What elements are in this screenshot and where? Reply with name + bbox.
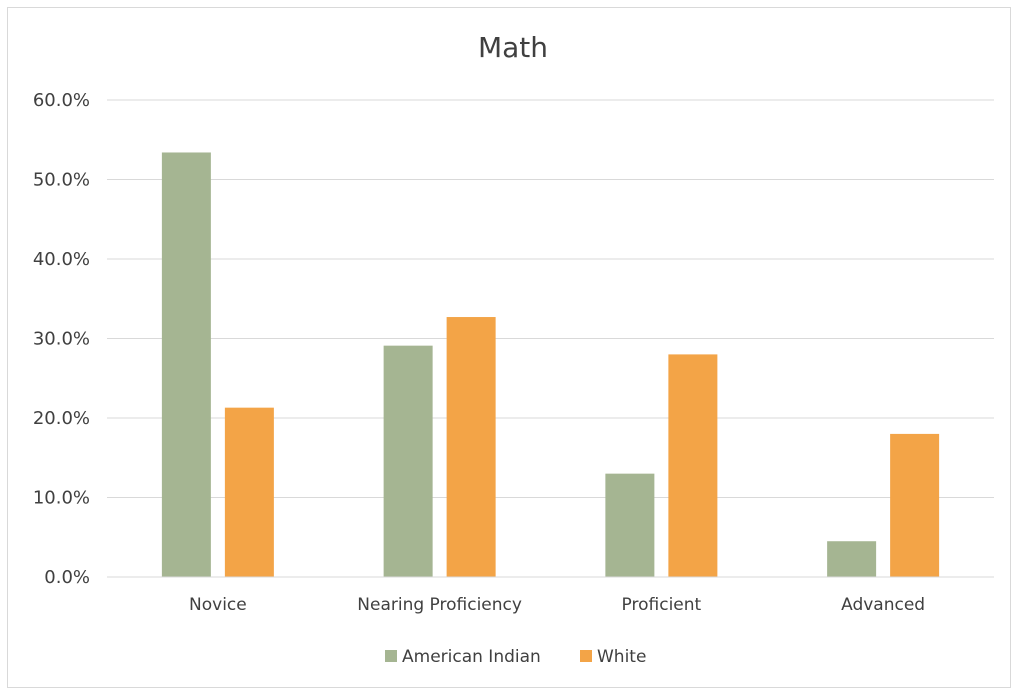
y-tick-label: 10.0% (33, 488, 90, 509)
y-tick-label: 30.0% (33, 329, 90, 350)
bars (161, 152, 940, 577)
y-tick-label: 60.0% (33, 90, 90, 111)
y-tick-label: 0.0% (44, 567, 90, 588)
bar-white-novice (224, 407, 274, 577)
x-axis-category-labels: Novice Nearing Proficiency Proficient Advan… (189, 595, 925, 615)
legend: American Indian White (385, 647, 646, 667)
bar-white-nearing-proficiency (446, 317, 496, 577)
x-category-label: Nearing Proficiency (357, 595, 522, 615)
y-tick-label: 50.0% (33, 170, 90, 191)
bar-american-indian-advanced (827, 541, 877, 577)
bar-american-indian-nearing-proficiency (383, 345, 433, 577)
legend-label: White (597, 647, 646, 667)
legend-swatch (385, 650, 397, 662)
legend-label: American Indian (402, 647, 541, 667)
y-tick-label: 40.0% (33, 249, 90, 270)
y-axis-tick-labels: 0.0% 10.0% 20.0% 30.0% 40.0% 50.0% 60.0% (33, 90, 90, 588)
y-tick-label: 20.0% (33, 408, 90, 429)
bar-american-indian-proficient (605, 473, 655, 577)
bar-white-proficient (668, 354, 718, 577)
bar-american-indian-novice (161, 152, 211, 577)
x-category-label: Novice (189, 595, 247, 615)
legend-swatch (580, 650, 592, 662)
x-category-label: Proficient (622, 595, 702, 615)
x-category-label: Advanced (841, 595, 925, 615)
chart-title: Math (478, 31, 548, 64)
bar-white-advanced (890, 433, 940, 577)
